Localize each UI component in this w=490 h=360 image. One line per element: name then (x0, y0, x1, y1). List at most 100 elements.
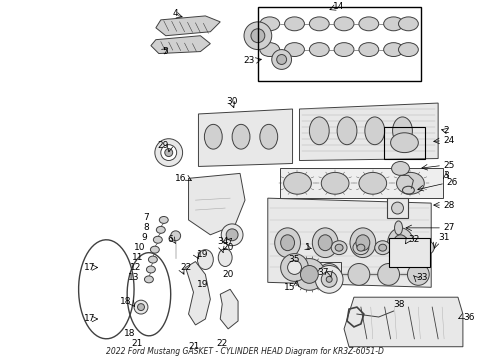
Ellipse shape (309, 17, 329, 31)
Ellipse shape (335, 244, 343, 251)
Ellipse shape (418, 241, 434, 255)
Ellipse shape (331, 241, 347, 255)
Text: 2: 2 (443, 126, 449, 135)
Ellipse shape (150, 246, 159, 253)
Ellipse shape (147, 266, 155, 273)
Ellipse shape (148, 256, 157, 263)
Bar (389, 238, 430, 267)
Ellipse shape (281, 235, 294, 251)
Ellipse shape (156, 226, 165, 233)
Text: 1: 1 (304, 243, 310, 252)
Ellipse shape (197, 249, 213, 270)
Text: 21: 21 (132, 339, 143, 348)
Ellipse shape (300, 266, 318, 283)
Bar (384, 127, 425, 158)
Ellipse shape (326, 276, 332, 282)
Ellipse shape (316, 266, 343, 293)
Ellipse shape (153, 236, 162, 243)
Ellipse shape (251, 29, 265, 42)
Ellipse shape (398, 42, 418, 57)
Text: 16: 16 (175, 174, 187, 183)
Ellipse shape (392, 117, 413, 145)
Ellipse shape (161, 145, 177, 161)
Bar (258, 7, 421, 81)
Text: 19: 19 (196, 280, 208, 289)
Text: 29: 29 (157, 141, 169, 150)
Text: 25: 25 (443, 161, 454, 170)
Ellipse shape (138, 303, 145, 311)
Text: 22: 22 (217, 339, 228, 348)
Text: 4: 4 (173, 9, 178, 18)
Text: 18: 18 (120, 297, 131, 306)
Text: 31: 31 (438, 233, 450, 242)
Ellipse shape (294, 258, 325, 290)
Text: 6: 6 (167, 235, 172, 244)
Ellipse shape (232, 124, 250, 149)
Polygon shape (189, 174, 245, 235)
Ellipse shape (356, 235, 370, 251)
Ellipse shape (277, 54, 287, 64)
Text: 28: 28 (443, 201, 454, 210)
Ellipse shape (204, 124, 222, 149)
Ellipse shape (221, 224, 243, 246)
Text: 24: 24 (443, 136, 454, 145)
Ellipse shape (260, 124, 278, 149)
Ellipse shape (400, 244, 409, 251)
Ellipse shape (359, 172, 387, 194)
Ellipse shape (378, 264, 399, 285)
Ellipse shape (171, 231, 181, 241)
Ellipse shape (391, 133, 418, 153)
Ellipse shape (334, 42, 354, 57)
Ellipse shape (402, 248, 416, 257)
Ellipse shape (285, 42, 304, 57)
Bar (280, 168, 443, 198)
Ellipse shape (244, 22, 272, 50)
Text: 22: 22 (181, 263, 192, 272)
Text: 32: 32 (409, 235, 420, 244)
Text: 37: 37 (318, 268, 329, 277)
Ellipse shape (422, 244, 430, 251)
Ellipse shape (350, 228, 376, 258)
Text: 17: 17 (84, 263, 96, 272)
Polygon shape (220, 289, 238, 329)
Ellipse shape (337, 117, 357, 145)
Ellipse shape (155, 139, 183, 166)
Bar (319, 262, 341, 275)
Ellipse shape (218, 249, 232, 266)
Text: 14: 14 (333, 3, 345, 12)
Text: 15: 15 (284, 283, 295, 292)
Ellipse shape (281, 254, 308, 282)
Ellipse shape (375, 241, 391, 255)
Text: 27: 27 (443, 223, 454, 232)
Polygon shape (198, 109, 293, 166)
Ellipse shape (359, 42, 379, 57)
Ellipse shape (275, 228, 300, 258)
Ellipse shape (393, 235, 408, 251)
Ellipse shape (159, 216, 168, 224)
Text: 21: 21 (189, 342, 200, 351)
Text: 3: 3 (443, 171, 449, 180)
Ellipse shape (284, 172, 311, 194)
Text: 9: 9 (141, 233, 147, 242)
Ellipse shape (309, 117, 329, 145)
Polygon shape (268, 198, 431, 287)
Ellipse shape (260, 42, 280, 57)
Ellipse shape (348, 264, 370, 285)
Text: 30: 30 (226, 96, 238, 105)
Ellipse shape (396, 172, 424, 194)
Text: 18: 18 (123, 329, 135, 338)
Text: 13: 13 (127, 273, 139, 282)
Text: 7: 7 (143, 213, 149, 222)
Text: 10: 10 (133, 243, 145, 252)
Ellipse shape (353, 241, 369, 255)
Ellipse shape (408, 264, 429, 285)
Text: 20: 20 (222, 270, 234, 279)
Text: 35: 35 (289, 255, 300, 264)
Ellipse shape (321, 172, 349, 194)
Ellipse shape (260, 17, 280, 31)
Ellipse shape (309, 42, 329, 57)
Text: 26: 26 (446, 178, 458, 187)
Ellipse shape (394, 221, 402, 235)
Ellipse shape (392, 202, 403, 214)
Ellipse shape (288, 261, 301, 274)
